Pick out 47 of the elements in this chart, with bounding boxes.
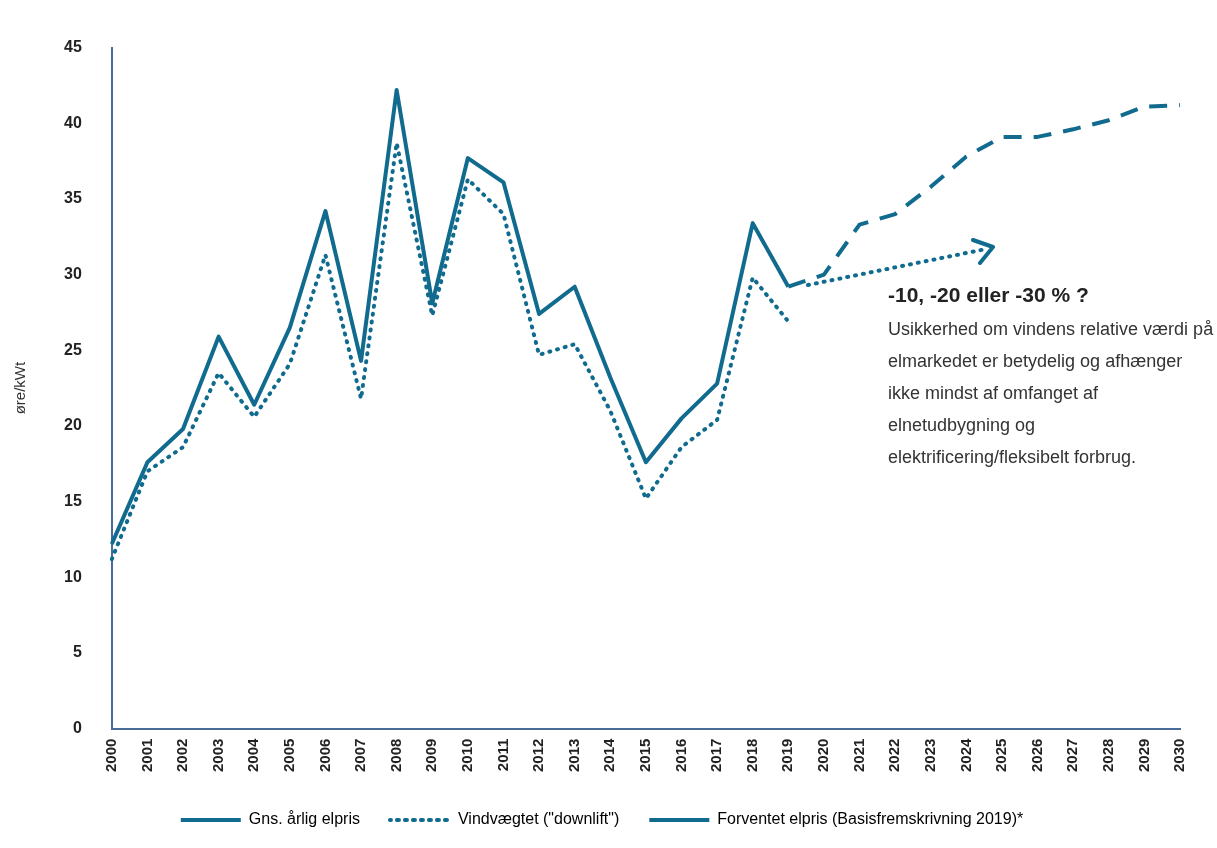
y-tick-label: 25	[64, 340, 82, 358]
x-tick-label: 2029	[1134, 738, 1152, 773]
x-tick-label: 2006	[315, 738, 333, 773]
y-tick-label: 0	[72, 719, 82, 737]
x-tick-label: 2026	[1027, 738, 1045, 773]
x-tick-label: 2019	[778, 738, 796, 773]
x-tick-label: 2028	[1098, 738, 1116, 773]
y-tick-label: 35	[64, 189, 82, 207]
y-tick-label: 15	[64, 492, 82, 510]
y-tick-label: 5	[72, 643, 82, 661]
x-tick-label: 2013	[564, 738, 582, 773]
x-tick-label: 2004	[244, 737, 262, 773]
x-tick-label: 2027	[1063, 738, 1081, 773]
x-tick-label: 2016	[671, 738, 689, 773]
x-tick-label: 2025	[992, 738, 1010, 773]
x-tick-label: 2018	[742, 738, 760, 773]
x-tick-label: 2003	[208, 738, 226, 773]
annotation: -10, -20 eller -30 % ?	[888, 283, 1090, 307]
x-tick-label: 2014	[600, 737, 618, 773]
x-tick-label: 2005	[279, 738, 297, 773]
x-tick-label: 2009	[422, 738, 440, 773]
x-tick-label: 2010	[458, 738, 476, 773]
x-tick-label: 2011	[493, 738, 511, 772]
x-tick-label: 2002	[173, 738, 191, 773]
x-tick-label: 2023	[920, 738, 938, 773]
x-tick-label: 2015	[636, 738, 654, 773]
legend-label: Gns. årlig elpris	[248, 810, 360, 828]
y-tick-label: 20	[64, 416, 82, 434]
x-tick-label: 2024	[956, 737, 974, 773]
x-tick-label: 2021	[849, 738, 867, 773]
x-tick-label: 2007	[351, 738, 369, 773]
x-tick-label: 2008	[386, 738, 404, 773]
legend-label: Vindvægtet ("downlift")	[457, 810, 620, 828]
y-tick-label: 30	[64, 265, 82, 283]
y-tick-label: 40	[64, 113, 82, 131]
x-tick-label: 2020	[814, 738, 832, 773]
x-tick-label: 2000	[101, 738, 119, 773]
annotation: Usikkerhed om vindens relative værdi på elmarkedet er betydelig og afhænger ikke mindst af omfanget af elnetudbygning og elektrificering/fleksibelt forbrug.	[888, 318, 1215, 469]
y-tick-label: 45	[64, 38, 82, 56]
x-tick-label: 2030	[1170, 738, 1188, 773]
x-tick-label: 2017	[707, 738, 725, 773]
y-tick-label: 10	[64, 567, 82, 585]
legend-label: Forventet elpris (Basisfremskrivning 2019)*	[717, 810, 1024, 828]
x-tick-label: 2001	[137, 738, 155, 773]
y-axis-title: øre/kWt	[11, 361, 29, 415]
x-tick-label: 2022	[885, 738, 903, 773]
x-tick-label: 2012	[529, 738, 547, 773]
